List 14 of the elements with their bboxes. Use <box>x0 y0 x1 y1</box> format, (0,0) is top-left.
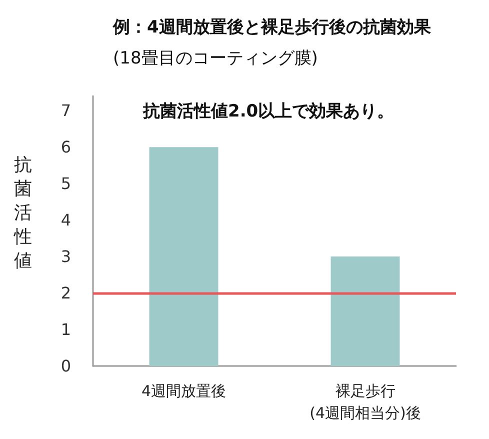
y-tick-label: 4 <box>60 210 71 230</box>
y-tick-label: 5 <box>60 174 71 194</box>
y-tick-label: 1 <box>60 320 71 340</box>
annotation: 抗菌活性値2.0以上で効果あり。 <box>142 102 394 122</box>
y-tick-label: 7 <box>60 101 71 120</box>
y-tick-label: 2 <box>60 284 71 303</box>
x-tick-label: 裸足歩行 (4週間相当分)後 <box>310 382 421 422</box>
y-tick-label: 0 <box>60 356 71 376</box>
x-tick-label: 4週間放置後 <box>141 382 226 400</box>
y-axis-title: 抗菌活性値 <box>13 154 32 272</box>
chart-subtitle: (18畳目のコーティング膜) <box>113 48 318 68</box>
y-tick-label: 6 <box>60 138 71 157</box>
y-tick-label: 3 <box>60 247 71 266</box>
chart-title: 例：4週間放置後と裸足歩行後の抗菌効果 <box>112 18 432 38</box>
